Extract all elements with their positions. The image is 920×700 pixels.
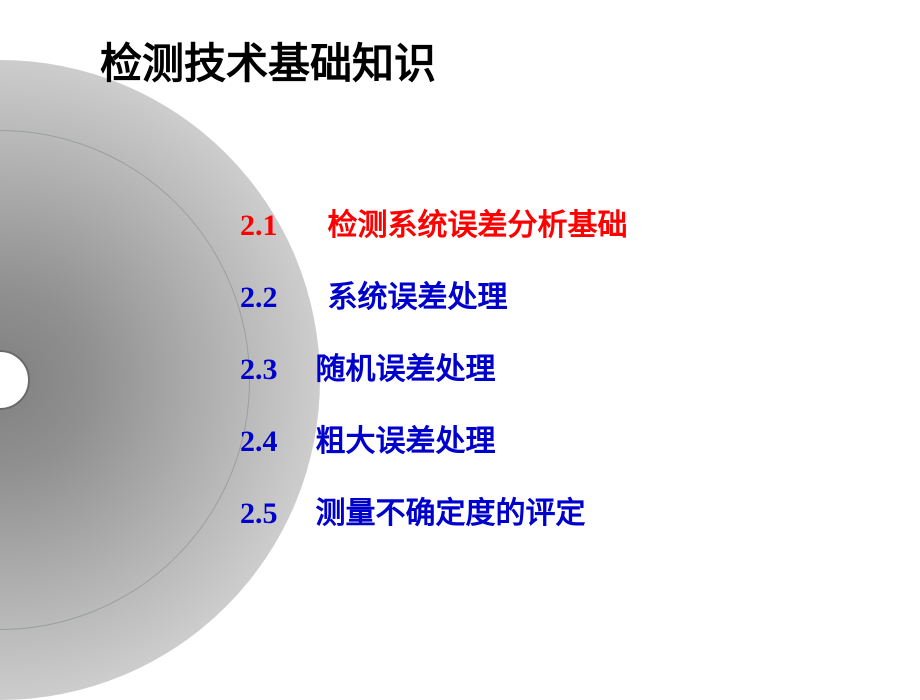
- toc-number: 2.4: [240, 425, 300, 459]
- slide-title: 检测技术基础知识: [100, 30, 436, 91]
- toc-item: 2.2 系统误差处理: [240, 272, 628, 316]
- toc-item: 2.5 测量不确定度的评定: [240, 488, 628, 532]
- toc-number: 2.2: [240, 281, 300, 315]
- toc-text: 检测系统误差分析基础: [328, 209, 628, 242]
- toc-item: 2.4 粗大误差处理: [240, 416, 628, 460]
- toc-item: 2.3 随机误差处理: [240, 344, 628, 388]
- table-of-contents: 2.1 检测系统误差分析基础 2.2 系统误差处理 2.3 随机误差处理 2.4…: [240, 200, 628, 560]
- toc-text: 测量不确定度的评定: [316, 497, 586, 530]
- toc-text: 随机误差处理: [316, 353, 496, 386]
- toc-number: 2.1: [240, 209, 300, 243]
- toc-number: 2.3: [240, 353, 300, 387]
- toc-item: 2.1 检测系统误差分析基础: [240, 200, 628, 244]
- toc-text: 系统误差处理: [328, 281, 508, 314]
- toc-text: 粗大误差处理: [316, 425, 496, 458]
- toc-number: 2.5: [240, 497, 300, 531]
